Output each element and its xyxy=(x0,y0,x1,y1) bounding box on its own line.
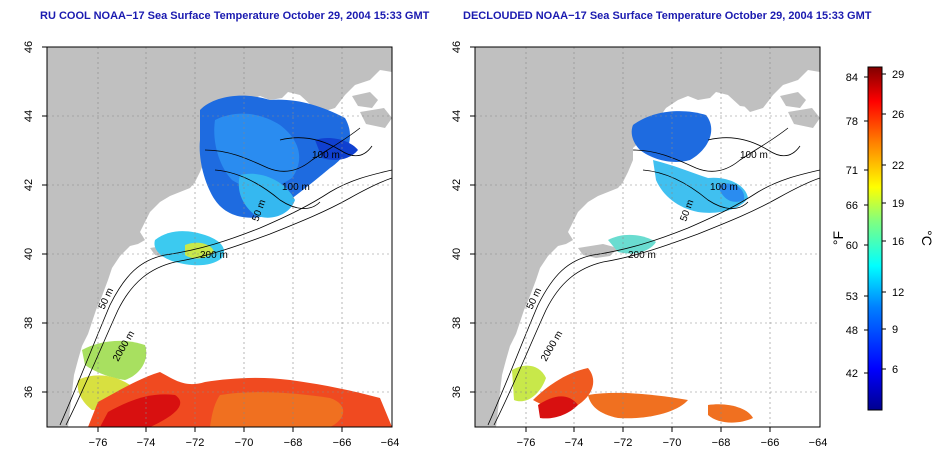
left-map-frame xyxy=(46,46,393,428)
right-lon-tick: −68 xyxy=(712,437,731,449)
fahrenheit-tick: 53 xyxy=(846,291,858,303)
left-map-title: RU COOL NOAA−17 Sea Surface Temperature … xyxy=(40,10,430,22)
left-lat-tick: 42 xyxy=(23,179,35,191)
celsius-tick: 12 xyxy=(892,287,904,299)
fahrenheit-tick: 66 xyxy=(846,200,858,212)
right-map-title: DECLOUDED NOAA−17 Sea Surface Temperatur… xyxy=(463,10,872,22)
left-lon-tick: −66 xyxy=(333,437,352,449)
left-sst-georges-bank xyxy=(154,231,225,266)
celsius-tick: 19 xyxy=(892,198,904,210)
right-lat-tick: 46 xyxy=(451,41,463,53)
right-lon-tick: −70 xyxy=(663,437,682,449)
right-map: 100 m 100 m 50 m 200 m 50 m 2000 m −76 −… xyxy=(451,41,827,449)
colorbar-gradient xyxy=(867,66,883,411)
celsius-tick: 29 xyxy=(892,69,904,81)
fahrenheit-tick: 42 xyxy=(846,368,858,380)
right-lon-tick: −74 xyxy=(565,437,584,449)
right-sst-coastal-south xyxy=(512,365,546,402)
left-contour-label: 100 m xyxy=(312,150,340,161)
left-contour-label: 200 m xyxy=(200,250,228,261)
celsius-tick: 6 xyxy=(892,364,898,376)
left-lat-tick: 46 xyxy=(23,41,35,53)
left-lon-tick: −76 xyxy=(89,437,108,449)
right-contour-label: 100 m xyxy=(740,150,768,161)
celsius-tick: 9 xyxy=(892,324,898,336)
left-sst-gulf-stream xyxy=(88,372,392,427)
fahrenheit-unit-label: °F xyxy=(830,231,846,245)
right-gridlines xyxy=(475,47,820,427)
left-lon-tick: −68 xyxy=(284,437,303,449)
left-gridlines xyxy=(47,47,392,427)
right-map-frame xyxy=(474,46,821,428)
right-lat-tick: 40 xyxy=(451,248,463,260)
fahrenheit-tick: 84 xyxy=(846,72,858,84)
left-contour-label: 100 m xyxy=(282,182,310,193)
right-lon-tick: −64 xyxy=(809,437,828,449)
right-lat-tick: 42 xyxy=(451,179,463,191)
left-lon-tick: −64 xyxy=(381,437,400,449)
fahrenheit-tick: 78 xyxy=(846,116,858,128)
right-lon-tick: −72 xyxy=(614,437,633,449)
fahrenheit-tick: 60 xyxy=(846,240,858,252)
right-sst-georges-bank xyxy=(608,234,656,254)
left-lat-tick: 44 xyxy=(23,110,35,122)
right-lat-tick: 38 xyxy=(451,317,463,329)
right-lon-tick: −66 xyxy=(761,437,780,449)
right-axis-ticks xyxy=(470,46,771,432)
right-lon-tick: −76 xyxy=(517,437,536,449)
right-contour-label: 200 m xyxy=(628,250,656,261)
right-sst-gulf-of-maine xyxy=(631,111,748,213)
celsius-unit-label: °C xyxy=(919,230,935,246)
celsius-tick: 26 xyxy=(892,109,904,121)
left-lon-tick: −74 xyxy=(137,437,156,449)
celsius-tick: 16 xyxy=(892,236,904,248)
left-axis-ticks xyxy=(42,46,343,432)
celsius-tick: 22 xyxy=(892,160,904,172)
left-map: 100 m 100 m 50 m 200 m 50 m 2000 m −76 −… xyxy=(23,41,399,449)
right-sst-gulf-stream xyxy=(533,368,753,423)
temperature-colorbar: 84 78 71 66 60 53 48 42 29 26 22 19 16 1… xyxy=(830,66,935,411)
left-lat-tick: 36 xyxy=(23,386,35,398)
left-lat-tick: 40 xyxy=(23,248,35,260)
fahrenheit-tick: 71 xyxy=(846,165,858,177)
left-lat-tick: 38 xyxy=(23,317,35,329)
fahrenheit-tick: 48 xyxy=(846,325,858,337)
left-lon-tick: −72 xyxy=(186,437,205,449)
right-lat-tick: 36 xyxy=(451,386,463,398)
right-contour-label: 100 m xyxy=(710,182,738,193)
left-lon-tick: −70 xyxy=(235,437,254,449)
right-lat-tick: 44 xyxy=(451,110,463,122)
